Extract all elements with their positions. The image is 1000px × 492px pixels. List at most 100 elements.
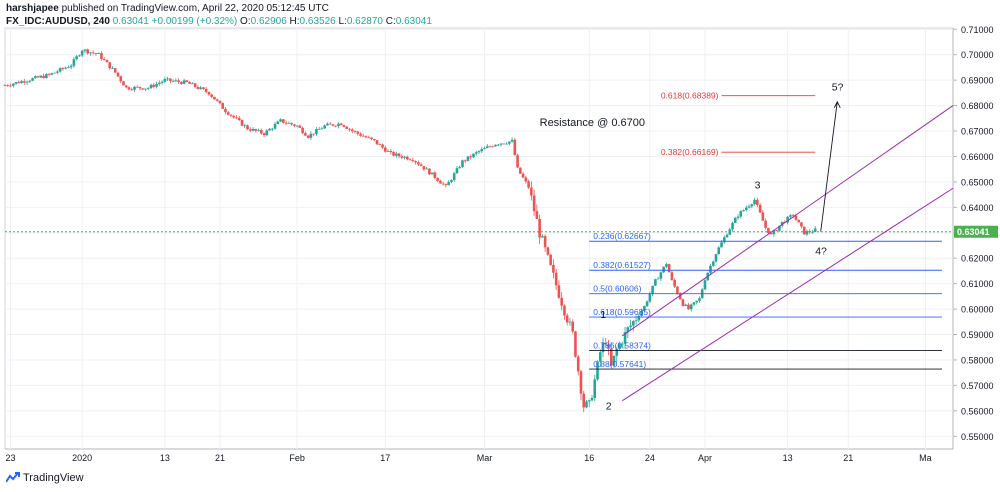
candle-up[interactable] (34, 76, 37, 79)
candle-down[interactable] (3, 85, 7, 87)
candle-up[interactable] (772, 230, 776, 235)
candle-down[interactable] (290, 122, 293, 125)
candle-up[interactable] (271, 128, 274, 130)
candle-down[interactable] (370, 137, 373, 139)
candle-down[interactable] (361, 135, 365, 137)
candle-up[interactable] (78, 55, 81, 57)
candle-down[interactable] (130, 89, 134, 91)
candle-down[interactable] (802, 226, 806, 235)
candle-down[interactable] (42, 75, 45, 79)
candle-down[interactable] (400, 156, 404, 158)
candle-up[interactable] (753, 199, 756, 205)
candle-down[interactable] (436, 177, 439, 181)
candle-down[interactable] (124, 85, 128, 88)
candle-down[interactable] (775, 230, 778, 232)
candle-down[interactable] (667, 264, 671, 273)
candle-down[interactable] (108, 62, 112, 69)
candle-up[interactable] (191, 83, 194, 85)
candle-up[interactable] (786, 216, 789, 223)
candle-up[interactable] (505, 143, 508, 145)
candle-up[interactable] (654, 279, 657, 286)
candle-up[interactable] (64, 67, 67, 69)
candle-up[interactable] (632, 321, 635, 326)
candle-down[interactable] (552, 264, 555, 273)
candle-down[interactable] (86, 49, 89, 54)
candle-down[interactable] (202, 87, 205, 89)
candle-up[interactable] (568, 321, 572, 323)
candle-down[interactable] (444, 184, 448, 186)
candle-up[interactable] (14, 82, 18, 84)
candle-down[interactable] (563, 305, 566, 316)
candle-up[interactable] (251, 128, 255, 131)
candle-up[interactable] (623, 332, 627, 344)
candle-down[interactable] (306, 135, 310, 138)
candle-down[interactable] (767, 227, 770, 234)
candle-up[interactable] (83, 49, 87, 51)
candle-down[interactable] (196, 86, 200, 89)
candle-up[interactable] (637, 315, 641, 321)
candle-down[interactable] (554, 272, 558, 286)
candle-up[interactable] (323, 125, 326, 129)
candle-down[interactable] (565, 315, 569, 323)
candle-up[interactable] (811, 231, 814, 233)
candle-down[interactable] (47, 74, 51, 75)
candle-up[interactable] (662, 266, 665, 273)
price-chart[interactable]: 0.71000 0.70000 0.69000 0.68000 0.67000 0.660… (0, 0, 1000, 470)
candle-up[interactable] (747, 206, 751, 208)
plot-area[interactable] (4, 27, 954, 450)
candle-down[interactable] (516, 155, 519, 168)
candle-up[interactable] (805, 231, 809, 235)
candle-down[interactable] (609, 348, 613, 366)
candle-up[interactable] (455, 168, 459, 174)
candle-down[interactable] (502, 143, 506, 145)
candle-up[interactable] (695, 300, 699, 303)
candle-down[interactable] (301, 127, 304, 134)
candle-down[interactable] (105, 59, 109, 63)
candle-down[interactable] (226, 112, 230, 115)
candle-up[interactable] (243, 125, 247, 127)
candle-up[interactable] (58, 68, 62, 72)
candle-down[interactable] (213, 96, 216, 100)
candle-up[interactable] (147, 88, 150, 89)
candle-down[interactable] (100, 53, 103, 60)
candle-down[interactable] (359, 133, 362, 136)
candle-up[interactable] (733, 217, 737, 223)
candle-up[interactable] (72, 59, 76, 66)
candle-up[interactable] (621, 343, 624, 345)
candle-up[interactable] (166, 78, 169, 80)
candle-down[interactable] (9, 85, 12, 87)
candle-up[interactable] (477, 151, 481, 153)
tradingview-brand[interactable]: TradingView (6, 472, 84, 484)
candle-down[interactable] (246, 125, 249, 130)
candle-up[interactable] (789, 215, 792, 217)
candle-down[interactable] (758, 204, 762, 213)
candle-down[interactable] (521, 173, 525, 178)
candle-up[interactable] (474, 152, 478, 154)
candle-down[interactable] (378, 144, 382, 145)
candle-down[interactable] (331, 124, 335, 126)
candle-down[interactable] (532, 195, 536, 212)
candle-down[interactable] (673, 280, 676, 287)
candle-down[interactable] (375, 140, 379, 145)
candle-down[interactable] (102, 59, 106, 60)
candle-down[interactable] (392, 152, 395, 156)
candle-down[interactable] (538, 218, 541, 238)
candle-up[interactable] (590, 397, 594, 401)
candle-up[interactable] (510, 139, 514, 142)
candle-up[interactable] (326, 123, 329, 126)
candle-down[interactable] (188, 81, 191, 84)
candle-up[interactable] (425, 168, 428, 170)
candle-down[interactable] (138, 86, 142, 89)
candle-up[interactable] (182, 80, 186, 84)
candle-up[interactable] (596, 361, 599, 380)
candle-down[interactable] (756, 199, 759, 205)
candle-up[interactable] (813, 228, 817, 232)
candle-down[interactable] (687, 304, 690, 310)
candle-up[interactable] (656, 278, 660, 280)
candle-up[interactable] (780, 221, 784, 226)
candle-up[interactable] (587, 400, 591, 402)
candle-down[interactable] (676, 286, 679, 294)
candle-up[interactable] (629, 325, 632, 328)
candle-down[interactable] (6, 85, 10, 87)
candle-down[interactable] (22, 81, 26, 83)
